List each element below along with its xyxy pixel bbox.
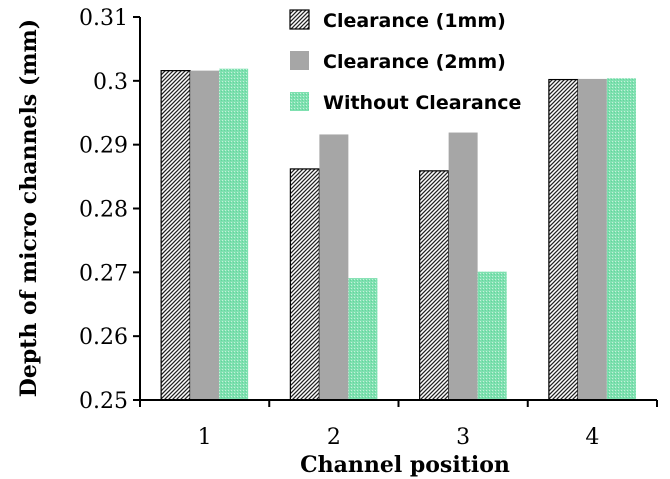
y-tick-label: 0.27 [79,261,128,286]
x-tick-label: 1 [198,425,212,450]
bar-clearance-2mm-pos-3 [448,132,478,400]
y-axis-ticks: 0.25 0.26 0.27 0.28 0.29 0.3 0.31 [79,6,140,414]
legend: Clearance (1mm) Clearance (2mm) Without Cl… [289,9,521,114]
bar-clearance-1mm-pos-4 [548,78,579,401]
x-tick-label: 4 [585,425,599,450]
legend-swatch [290,51,309,70]
bar-clearance-1mm-pos-3 [419,170,450,401]
bars [160,68,636,401]
bar-without-clearance-pos-3 [477,271,507,400]
y-tick-label: 0.29 [79,134,128,159]
bar-without-clearance-pos-2 [348,278,378,400]
y-axis-title: Depth of micro channels (mm) [16,19,42,397]
y-tick-label: 0.26 [79,325,128,350]
x-axis-title: Channel position [300,452,510,478]
bar-clearance-1mm-pos-2 [289,168,320,401]
bar-clearance-2mm-pos-1 [190,70,220,401]
bar-without-clearance-pos-4 [606,78,636,400]
x-tick-label: 2 [327,425,341,450]
y-tick-label: 0.25 [79,389,128,414]
legend-item: Clearance (2mm) [290,51,506,73]
legend-label: Clearance (1mm) [323,10,506,32]
bar-clearance-2mm-pos-4 [577,78,607,400]
bar-without-clearance-pos-1 [219,68,249,400]
legend-label: Without Clearance [323,92,521,114]
legend-item: Clearance (1mm) [289,9,506,32]
bar-clearance-2mm-pos-2 [319,134,349,400]
legend-item: Without Clearance [290,92,521,114]
legend-swatch [289,9,310,30]
bar-clearance-1mm-pos-1 [160,70,191,401]
legend-swatch [290,92,309,111]
x-tick-label: 3 [456,425,470,450]
plot-area: 0.25 0.26 0.27 0.28 0.29 0.3 0.31 1 2 3 4 [79,6,658,450]
y-tick-label: 0.28 [79,198,128,223]
y-tick-label: 0.3 [93,70,128,95]
x-axis-ticks: 1 2 3 4 [139,400,658,450]
legend-label: Clearance (2mm) [323,51,506,73]
y-tick-label: 0.31 [79,6,128,31]
